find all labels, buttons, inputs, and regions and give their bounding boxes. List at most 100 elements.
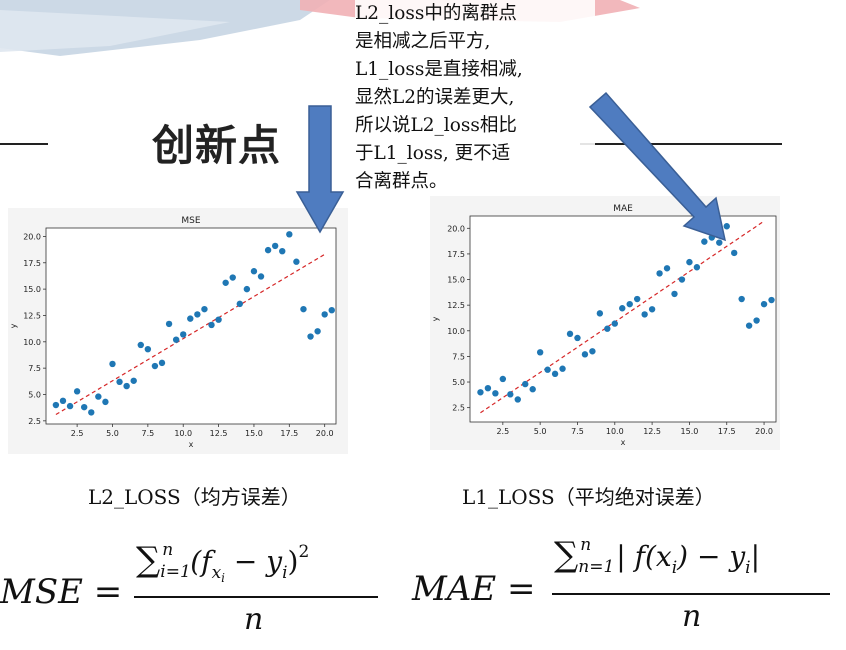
note-line: 合离群点。	[355, 171, 448, 192]
data-point	[611, 320, 618, 327]
data-point	[648, 306, 656, 313]
data-point	[656, 270, 663, 277]
data-point	[678, 276, 686, 283]
mse-close: )	[287, 545, 299, 578]
data-point	[187, 315, 194, 322]
mse-minus: − y	[225, 545, 283, 578]
data-point	[250, 268, 258, 275]
x-tick-label: 5.0	[534, 427, 547, 436]
mse-term-subsub: i	[221, 571, 226, 585]
data-point	[745, 322, 753, 329]
mse-sum-upper: n	[162, 540, 174, 560]
x-tick-label: 15.0	[681, 427, 699, 436]
data-point	[88, 409, 95, 416]
mae-formula: MAE = ∑ n n=1 | f(xi) − yi| n	[412, 535, 842, 640]
data-point	[109, 360, 116, 368]
x-tick-label: 20.0	[755, 427, 773, 436]
data-point	[208, 321, 215, 329]
note-line: 于L1_loss, 更不适	[355, 143, 511, 164]
data-point	[551, 370, 559, 378]
data-point	[144, 345, 152, 353]
mse-numerator: ∑ n i=1 (fxi − yi)2	[136, 540, 309, 585]
y-axis-label: y	[9, 323, 18, 328]
x-tick-label: 12.5	[643, 427, 661, 436]
data-point	[633, 295, 641, 303]
data-point	[544, 366, 551, 373]
page-heading: 创新点	[152, 121, 282, 170]
data-point	[499, 375, 507, 383]
data-point	[102, 398, 109, 406]
data-point	[589, 348, 596, 355]
data-point	[123, 382, 130, 390]
data-point	[172, 336, 180, 343]
note-line: 所以说L2_loss相比	[355, 115, 517, 136]
mse-formula: MSE = ∑ n i=1 (fxi − yi)2 n	[0, 540, 400, 640]
x-tick-label: 15.0	[245, 429, 263, 438]
mae-chart: MAE 2.5 5.0 7.5 10.0 12.5 15.0 17.5 20.0 2.5 5.0 7.…	[430, 196, 780, 450]
data-point	[626, 300, 633, 308]
mae-term-sub: i	[671, 558, 678, 578]
mse-sum-lower: i=1	[160, 562, 191, 582]
mse-denominator: n	[244, 602, 264, 637]
mae-y-sub: i	[745, 558, 751, 578]
data-point	[321, 311, 328, 318]
y-tick-label: 20.0	[23, 232, 41, 241]
y-tick-label: 10.0	[23, 338, 41, 347]
data-point	[507, 391, 514, 398]
note-line: L2_loss中的离群点	[355, 3, 517, 24]
data-point	[731, 249, 738, 257]
regression-line	[480, 220, 765, 414]
chart-title: MAE	[613, 204, 633, 214]
data-point	[619, 305, 626, 312]
mse-chart: MSE 2.5 5.0 7.5 10.0 12.5 15.0 17.5 20.0 2.5 5.0 7.…	[8, 208, 348, 454]
data-point	[596, 310, 604, 317]
mse-term-sub: x	[211, 563, 222, 583]
y-tick-label: 10.0	[447, 327, 465, 336]
data-point	[52, 401, 60, 409]
data-point	[307, 333, 314, 340]
data-point	[73, 388, 81, 395]
x-tick-label: 10.0	[174, 429, 192, 438]
data-point	[116, 378, 123, 386]
banner-stroke-blue-light	[0, 10, 230, 52]
arrows-layer	[295, 91, 727, 242]
data-point	[663, 265, 671, 272]
data-point	[701, 238, 708, 245]
data-point	[641, 311, 648, 318]
x-tick-label: 12.5	[210, 429, 228, 438]
regression-line	[55, 253, 325, 416]
note-line: 显然L2的误差更大,	[355, 87, 515, 108]
data-point	[760, 300, 768, 308]
mae-term: | f(x	[616, 540, 672, 573]
x-tick-label: 17.5	[718, 427, 736, 436]
y-tick-label: 17.5	[447, 250, 465, 259]
note-line: 是相减之后平方,	[355, 31, 491, 52]
mae-denominator: n	[682, 599, 702, 634]
x-tick-label: 7.5	[141, 429, 154, 438]
mae-minus: ) − y	[677, 540, 746, 573]
data-point	[671, 290, 678, 298]
data-point	[716, 239, 723, 246]
y-tick-label: 12.5	[23, 311, 41, 320]
plot-area	[469, 215, 777, 423]
data-point	[723, 223, 730, 230]
y-tick-label: 12.5	[447, 301, 465, 310]
y-axis-label: y	[431, 316, 440, 321]
y-tick-label: 7.5	[28, 364, 41, 373]
data-point	[686, 258, 693, 266]
data-point	[236, 300, 244, 308]
data-point	[271, 242, 279, 250]
data-point	[566, 330, 574, 338]
note-line: L1_loss是直接相减,	[355, 59, 523, 80]
mae-close: |	[750, 540, 761, 573]
mae-fraction-bar	[552, 593, 830, 595]
data-point	[753, 317, 760, 324]
data-point	[492, 390, 499, 397]
data-point	[222, 279, 229, 286]
data-point	[514, 396, 521, 403]
data-point	[158, 359, 166, 367]
y-tick-label: 7.5	[452, 352, 465, 361]
data-point	[484, 384, 492, 392]
data-point	[95, 393, 102, 400]
data-point	[194, 311, 201, 318]
